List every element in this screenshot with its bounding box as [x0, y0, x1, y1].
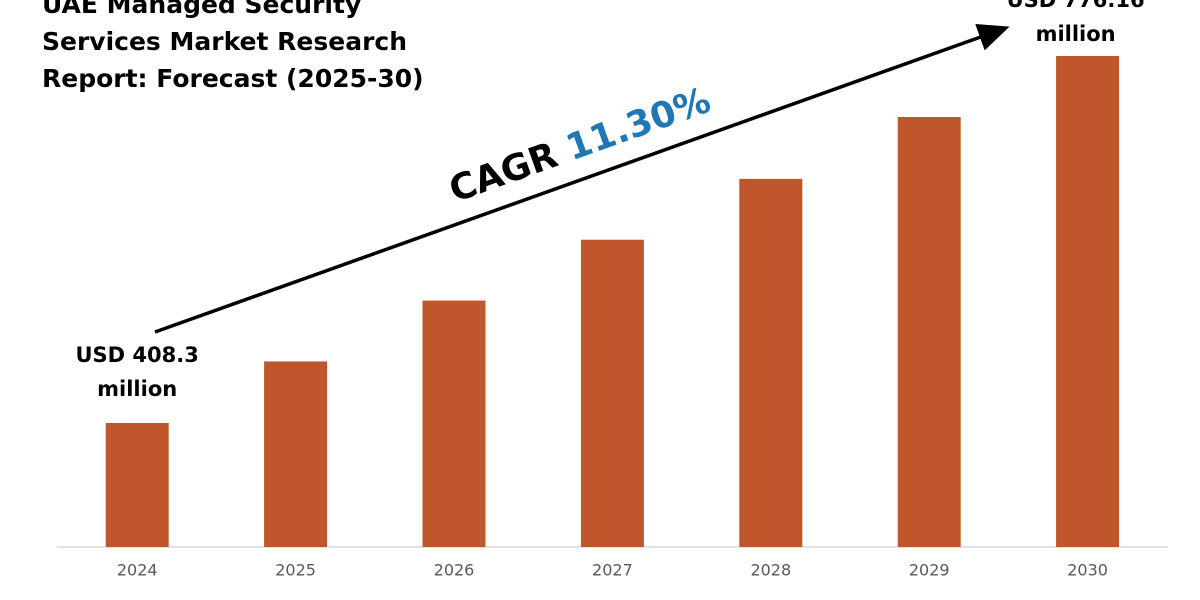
x-tick-label: 2026: [434, 561, 475, 580]
x-tick-label: 2028: [750, 561, 791, 580]
value-label: USD 408.3 million: [75, 343, 199, 401]
bar: [897, 117, 961, 547]
bar: [422, 300, 486, 547]
bar: [264, 361, 328, 547]
trend-arrow: [154, 24, 1010, 334]
x-tick-label: 2025: [275, 561, 316, 580]
bar: [580, 239, 644, 547]
bar: [1056, 56, 1120, 547]
bar: [105, 423, 169, 547]
x-tick-label: 2030: [1067, 561, 1108, 580]
x-tick-label: 2024: [117, 561, 158, 580]
chart-title: UAE Managed Security Services Market Res…: [42, 0, 424, 93]
bar: [739, 178, 803, 547]
x-tick-label: 2027: [592, 561, 633, 580]
value-label: USD 776.16 million: [1006, 0, 1145, 46]
x-tick-label: 2029: [909, 561, 950, 580]
